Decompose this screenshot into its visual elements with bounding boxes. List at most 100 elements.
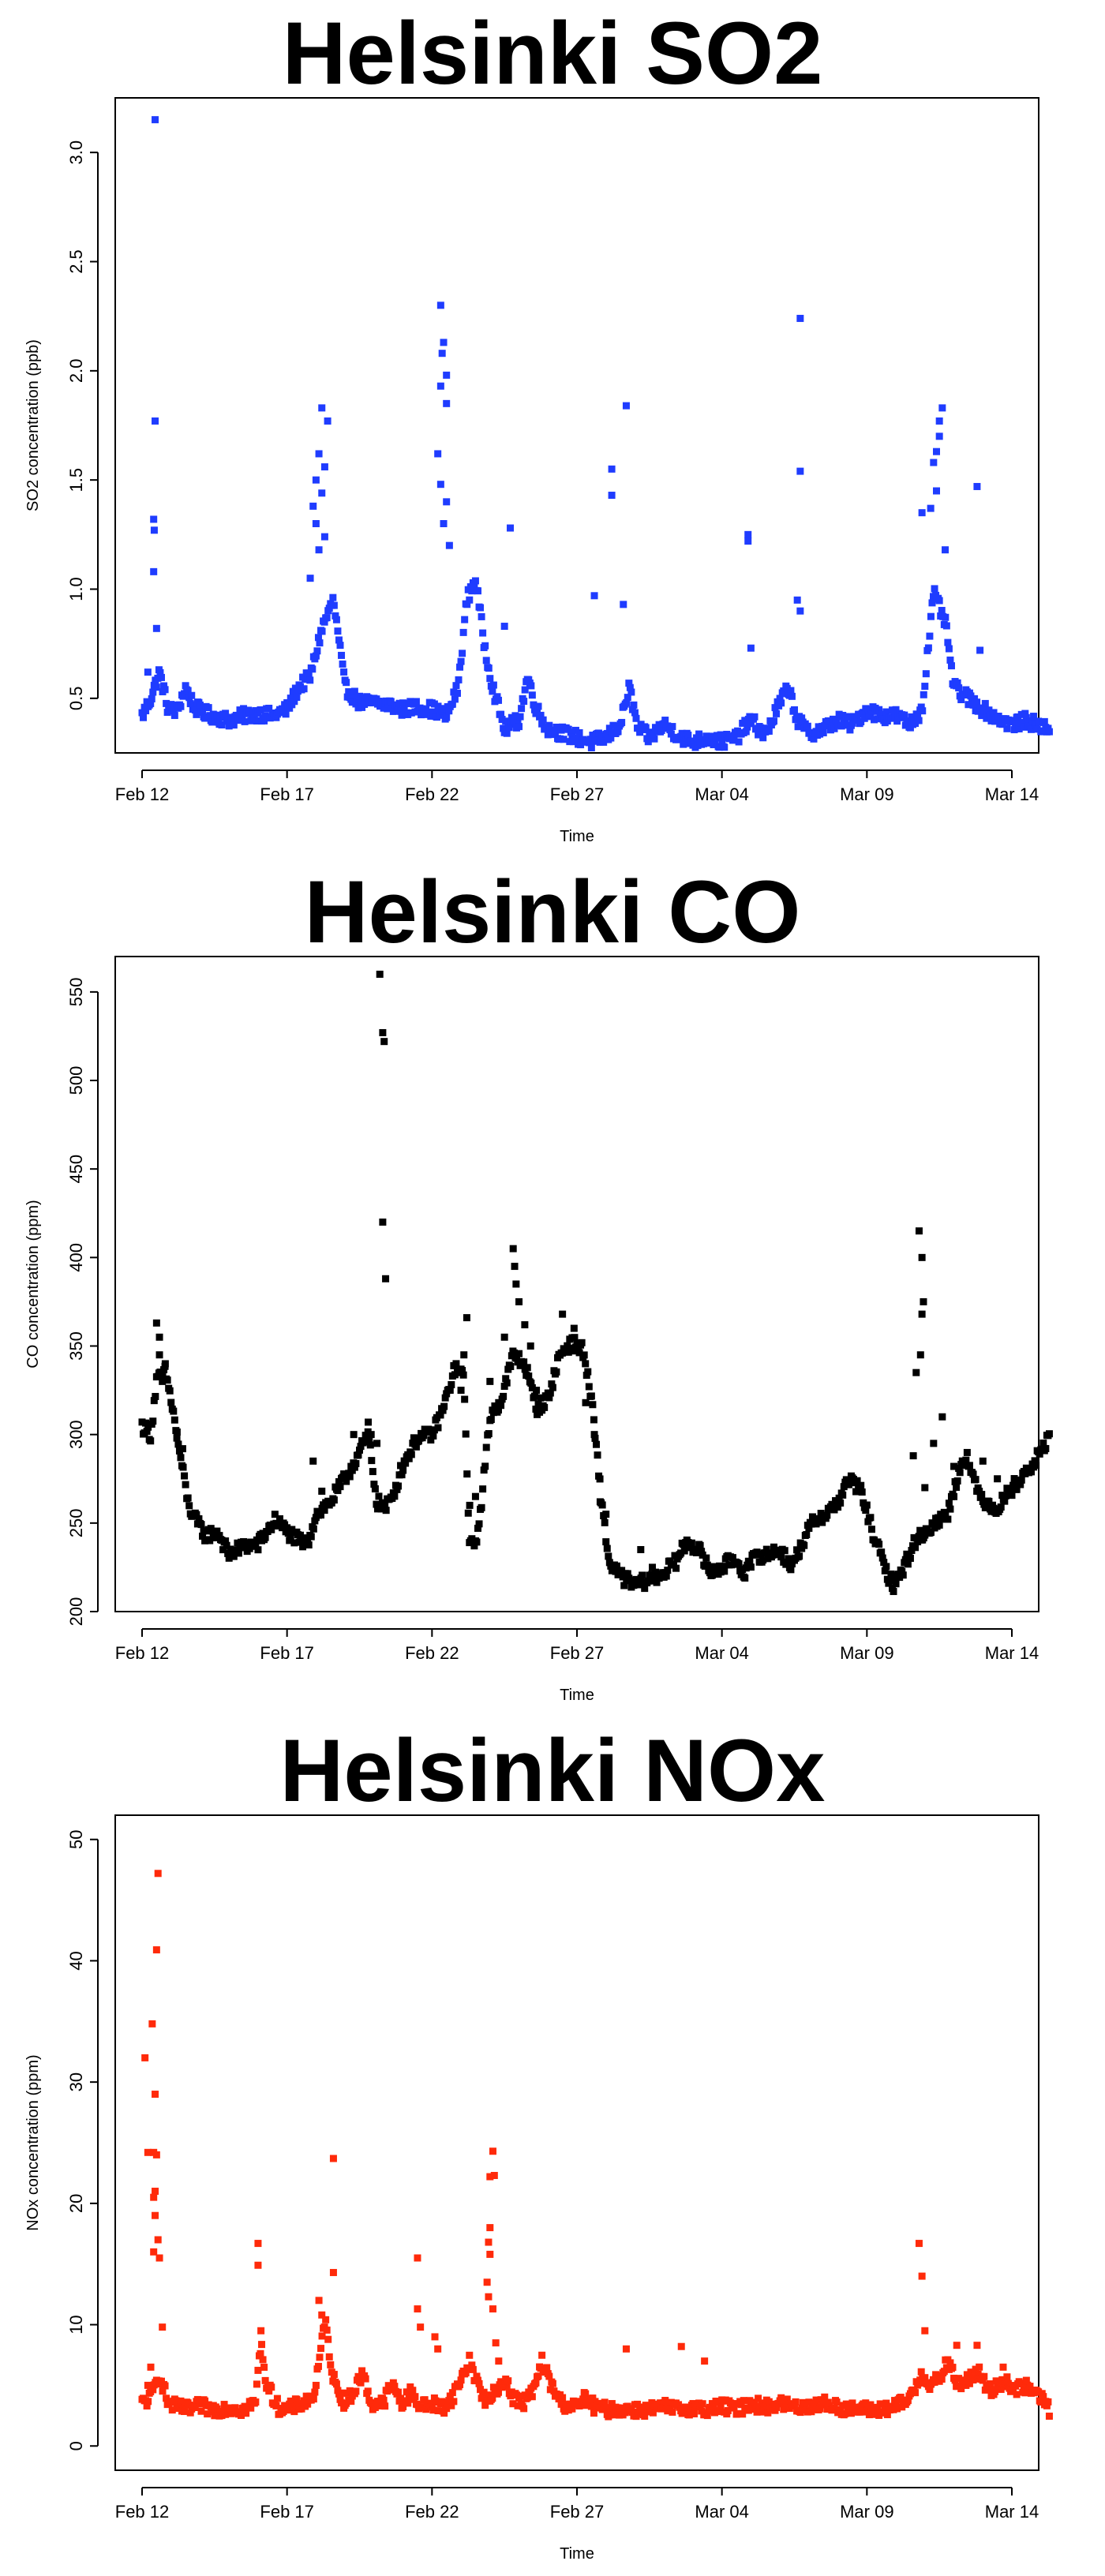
data-point — [477, 604, 485, 612]
data-point — [518, 705, 526, 713]
data-point — [353, 698, 361, 706]
data-point — [485, 2238, 493, 2246]
chart-title: Helsinki SO2 — [282, 4, 823, 103]
data-point — [461, 1395, 469, 1403]
data-point — [897, 2394, 905, 2402]
data-point — [177, 1454, 185, 1462]
data-point — [636, 728, 644, 736]
data-point — [375, 1492, 383, 1500]
data-point — [710, 1563, 718, 1571]
data-point — [150, 526, 158, 534]
data-point — [990, 1504, 998, 1512]
data-point — [1009, 717, 1017, 724]
data-point — [585, 2398, 593, 2406]
data-point — [649, 1563, 657, 1571]
data-point — [718, 737, 726, 745]
data-point — [148, 695, 155, 702]
data-point — [436, 301, 444, 309]
data-point — [318, 489, 326, 497]
data-point — [953, 2342, 961, 2349]
data-point — [596, 1475, 604, 1483]
data-point — [618, 2404, 626, 2412]
data-point — [407, 1451, 415, 1458]
data-point — [219, 1546, 227, 1554]
data-point — [545, 2372, 553, 2380]
data-point — [856, 2408, 863, 2416]
data-point — [480, 1466, 488, 1474]
data-point — [770, 717, 777, 725]
so2-panel: Helsinki SO2 Feb 12 Feb 17 Feb 22 Feb 27 Mar… — [0, 0, 1105, 859]
data-point — [571, 1334, 579, 1342]
data-point — [1013, 1485, 1021, 1493]
data-point — [271, 1511, 279, 1518]
data-point — [434, 2407, 442, 2415]
data-point — [258, 2341, 266, 2349]
data-point — [155, 2254, 163, 2262]
data-point — [152, 2187, 159, 2195]
data-point — [391, 1492, 399, 1500]
data-point — [138, 709, 146, 717]
data-point — [445, 2397, 453, 2405]
data-point — [329, 2155, 337, 2162]
data-point — [222, 2410, 230, 2418]
data-point — [650, 735, 658, 743]
data-point — [197, 2407, 205, 2415]
data-point — [234, 1549, 242, 1557]
data-point — [1003, 724, 1011, 732]
data-point — [500, 724, 508, 732]
data-point — [142, 707, 150, 715]
data-point — [473, 1538, 481, 1546]
y-tick-label: 1.5 — [66, 468, 86, 492]
data-point — [332, 612, 339, 620]
data-point — [306, 676, 314, 684]
data-point — [613, 1562, 621, 1570]
data-point — [744, 530, 752, 538]
data-point — [602, 2404, 610, 2412]
data-point — [971, 2372, 979, 2379]
data-point — [302, 2392, 310, 2400]
data-point — [963, 2371, 971, 2379]
data-point — [744, 723, 751, 731]
data-point — [981, 2386, 989, 2394]
data-point — [364, 2387, 372, 2395]
data-point — [881, 1567, 889, 1574]
data-point — [587, 1392, 595, 1400]
data-point — [470, 1542, 478, 1550]
data-point — [394, 2388, 402, 2396]
data-point — [475, 1520, 483, 1528]
data-point — [154, 1870, 162, 1878]
data-point — [350, 1463, 358, 1471]
data-point — [268, 2383, 275, 2391]
data-point — [443, 498, 451, 506]
data-point — [591, 1434, 599, 1442]
data-point — [208, 718, 216, 726]
data-point — [485, 1430, 493, 1438]
data-point — [637, 721, 645, 728]
data-point — [312, 652, 320, 660]
data-point — [538, 720, 546, 728]
data-point — [152, 1392, 159, 1400]
data-point — [479, 629, 487, 637]
data-point — [914, 1538, 922, 1546]
data-point — [918, 1310, 926, 1318]
data-point — [690, 738, 698, 746]
data-point — [860, 714, 868, 722]
data-point — [191, 706, 199, 714]
data-point — [914, 713, 922, 721]
data-point — [144, 1423, 152, 1431]
data-point — [609, 721, 617, 729]
data-point — [1008, 1492, 1016, 1500]
data-point — [986, 2380, 994, 2388]
data-point — [848, 719, 856, 727]
data-point — [605, 1552, 612, 1560]
data-point — [963, 1448, 971, 1456]
data-point — [486, 2224, 494, 2232]
y-tick-label: 10 — [66, 2315, 86, 2334]
x-tick-label: Mar 14 — [985, 784, 1039, 804]
data-point — [318, 404, 326, 412]
data-point — [659, 2404, 667, 2412]
data-point — [708, 732, 716, 740]
data-point — [698, 2407, 706, 2415]
data-point — [369, 1468, 376, 1476]
data-point — [234, 712, 242, 720]
